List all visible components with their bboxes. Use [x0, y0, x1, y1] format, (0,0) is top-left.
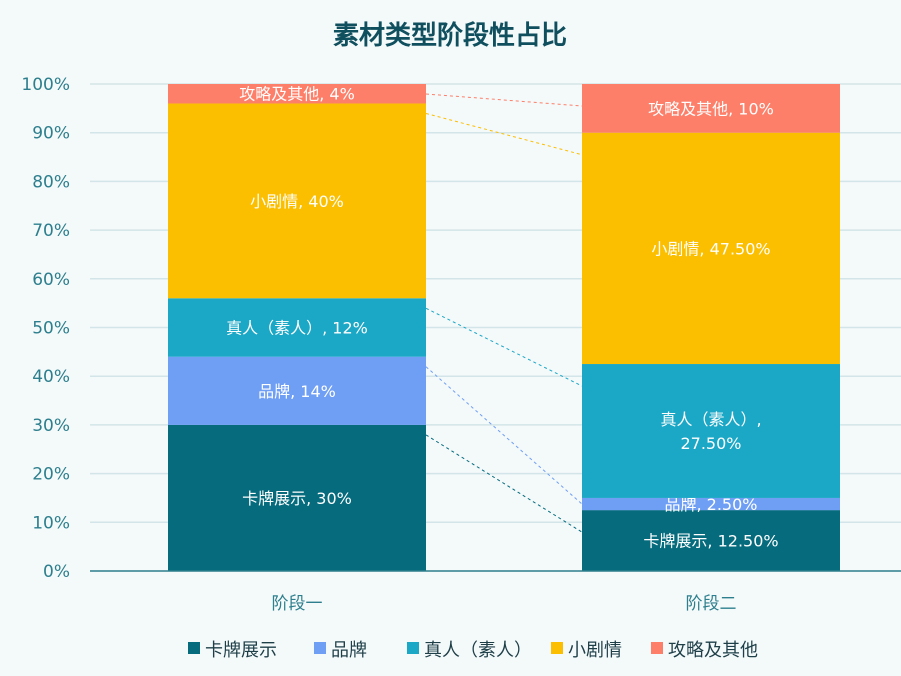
data-label: 小剧情, 47.50% — [651, 239, 770, 258]
data-label: 攻略及其他, 4% — [239, 85, 355, 104]
y-tick-label: 0% — [43, 562, 70, 582]
x-tick-label: 阶段二 — [686, 594, 737, 614]
y-tick-label: 80% — [32, 172, 70, 192]
y-tick-label: 50% — [32, 319, 70, 339]
bar-segment — [168, 298, 426, 357]
legend-swatch — [188, 642, 200, 654]
series-connector — [425, 112, 583, 156]
y-tick-label: 40% — [32, 367, 70, 387]
y-tick-label: 30% — [32, 416, 70, 436]
data-label: 品牌, 14% — [258, 382, 336, 401]
legend-swatch — [314, 642, 326, 654]
legend-label: 品牌 — [331, 640, 367, 661]
legend-swatch — [651, 642, 663, 654]
bar-segment — [168, 84, 426, 104]
bar-segment — [582, 497, 840, 511]
y-tick-label: 100% — [21, 75, 70, 95]
bar-segment — [168, 356, 426, 425]
bar-segment — [168, 103, 426, 299]
legend-label: 卡牌展示 — [205, 640, 277, 661]
data-label: 卡牌展示, 12.50% — [643, 532, 778, 551]
bar-segment — [582, 132, 840, 365]
legend-swatch — [407, 642, 419, 654]
legend-swatch — [551, 642, 563, 654]
series-connector — [425, 307, 583, 387]
y-tick-label: 10% — [32, 513, 70, 533]
data-label: 品牌, 2.50% — [664, 495, 757, 514]
chart-title: 素材类型阶段性占比 — [333, 20, 567, 51]
bar-segment — [168, 424, 426, 571]
legend-label: 小剧情 — [568, 640, 622, 661]
series-connector — [425, 434, 583, 533]
y-tick-label: 90% — [32, 124, 70, 144]
y-tick-label: 70% — [32, 221, 70, 241]
data-label: 27.50% — [680, 434, 741, 453]
data-label: 真人（素人）, 12% — [226, 319, 368, 338]
bar-segment — [582, 364, 840, 498]
y-tick-label: 60% — [32, 270, 70, 290]
bar-segment — [582, 510, 840, 571]
bar-segment — [582, 84, 840, 133]
y-tick-label: 20% — [32, 465, 70, 485]
series-connector — [425, 93, 583, 107]
legend-label: 攻略及其他 — [668, 640, 758, 661]
x-tick-label: 阶段一 — [272, 594, 323, 614]
legend-label: 真人（素人） — [424, 640, 532, 661]
data-label: 小剧情, 40% — [250, 192, 344, 211]
data-label: 真人（素人）, — [660, 410, 761, 429]
series-connector — [425, 366, 583, 505]
data-label: 攻略及其他, 10% — [648, 99, 774, 118]
data-label: 卡牌展示, 30% — [242, 489, 352, 508]
